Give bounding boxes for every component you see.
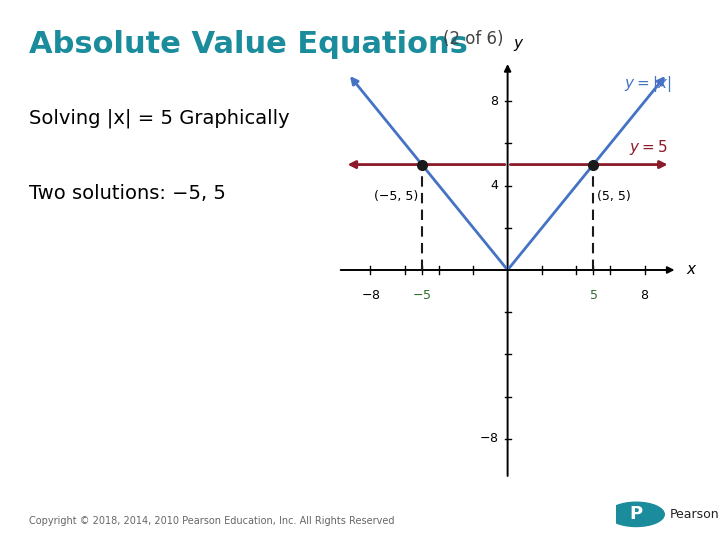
Text: $-8$: $-8$ <box>361 289 380 302</box>
Text: $y = 5$: $y = 5$ <box>629 138 667 157</box>
Text: Copyright © 2018, 2014, 2010 Pearson Education, Inc. All Rights Reserved: Copyright © 2018, 2014, 2010 Pearson Edu… <box>29 516 395 526</box>
Text: Two solutions: −5, 5: Two solutions: −5, 5 <box>29 184 225 202</box>
Text: $8$: $8$ <box>640 289 649 302</box>
Text: P: P <box>629 505 643 523</box>
Text: $-8$: $-8$ <box>480 432 499 445</box>
Text: $y = |x|$: $y = |x|$ <box>624 75 672 94</box>
Text: Absolute Value Equations: Absolute Value Equations <box>29 30 468 59</box>
Text: $5$: $5$ <box>589 289 598 302</box>
Text: $y$: $y$ <box>513 37 524 53</box>
Text: $4$: $4$ <box>490 179 499 192</box>
Text: Solving |x| = 5 Graphically: Solving |x| = 5 Graphically <box>29 108 289 127</box>
Text: (5, 5): (5, 5) <box>597 190 631 203</box>
Text: (−5, 5): (−5, 5) <box>374 190 418 203</box>
Text: (2 of 6): (2 of 6) <box>443 30 503 48</box>
Text: $x$: $x$ <box>686 262 698 278</box>
Text: Pearson: Pearson <box>670 508 719 521</box>
Text: $-5$: $-5$ <box>413 289 431 302</box>
Circle shape <box>608 502 665 526</box>
Text: $8$: $8$ <box>490 95 499 108</box>
